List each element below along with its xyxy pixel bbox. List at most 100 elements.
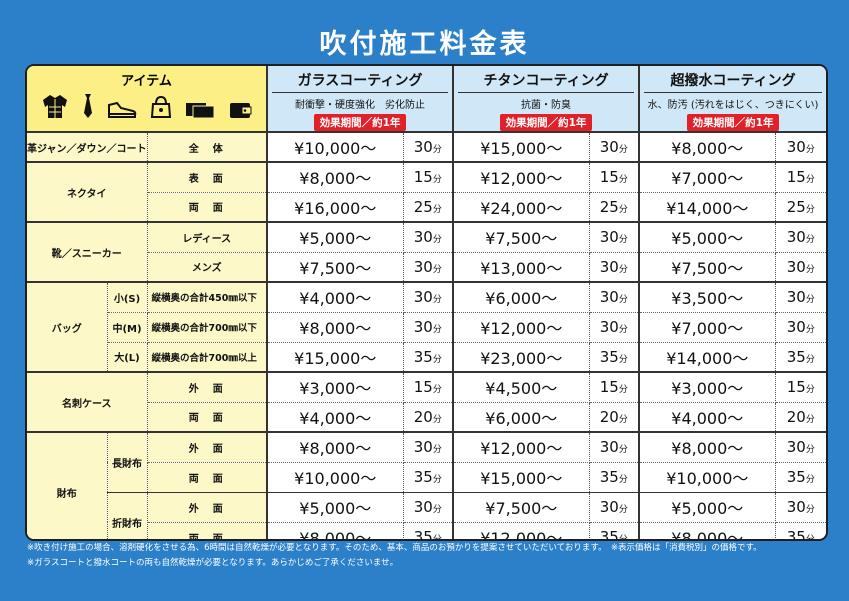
item-header-cell: アイテム: [27, 66, 269, 133]
duration: 35分: [589, 462, 641, 492]
effect-period-badge: 効果期間／約1年: [313, 114, 407, 130]
table-row: 大(L) 縦横奥の合計700㎜以上 ¥15,000〜 35分 ¥23,000〜 …: [27, 342, 826, 373]
duration: 30分: [775, 312, 826, 343]
price: ¥4,000〜: [267, 282, 404, 313]
duration: 30分: [775, 222, 826, 253]
jacket-icon: [41, 93, 69, 119]
duration: 30分: [589, 282, 641, 313]
duration: 30分: [775, 132, 826, 163]
duration: 35分: [589, 522, 641, 539]
duration: 35分: [589, 342, 641, 373]
price: ¥6,000〜: [453, 402, 590, 433]
price: ¥6,000〜: [453, 282, 590, 313]
table-row: 両 面 ¥8,000〜 35分 ¥12,000〜 35分 ¥8,000〜 35分: [27, 522, 826, 541]
price: ¥5,000〜: [267, 492, 404, 523]
duration: 30分: [403, 252, 455, 283]
price: ¥15,000〜: [453, 132, 590, 163]
duration: 30分: [589, 312, 641, 343]
price: ¥5,000〜: [267, 222, 404, 253]
duration: 25分: [589, 192, 641, 223]
price: ¥13,000〜: [453, 252, 590, 283]
duration: 30分: [403, 492, 455, 523]
price: ¥14,000〜: [639, 192, 776, 223]
table-row: 中(M) 縦横奥の合計700㎜以下 ¥8,000〜 30分 ¥12,000〜 3…: [27, 312, 826, 343]
price: ¥7,500〜: [639, 252, 776, 283]
price: ¥12,000〜: [453, 522, 590, 539]
price: ¥8,000〜: [267, 522, 404, 539]
price-table: アイテム: [27, 66, 826, 541]
table-row: 両 面 ¥4,000〜 20分 ¥6,000〜 20分 ¥4,000〜 20分: [27, 402, 826, 433]
price: ¥12,000〜: [453, 432, 590, 463]
price: ¥3,000〜: [267, 372, 404, 403]
duration: 30分: [589, 132, 641, 163]
duration: 35分: [786, 528, 815, 541]
duration: 35分: [403, 342, 455, 373]
duration: 25分: [403, 192, 455, 223]
price: ¥8,000〜: [639, 132, 776, 163]
duration: 35分: [403, 462, 455, 492]
price: ¥8,000〜: [267, 432, 404, 463]
effect-period-badge: 効果期間／約1年: [499, 114, 593, 130]
price: ¥5,000〜: [639, 492, 776, 523]
price: ¥10,000〜: [267, 132, 404, 163]
titanium-coating-header: チタンコーティング 抗菌・防臭 効果期間／約1年: [452, 66, 640, 133]
price: ¥4,000〜: [639, 402, 776, 433]
price: ¥7,500〜: [267, 252, 404, 283]
duration: 30分: [589, 222, 641, 253]
duration: 15分: [589, 162, 641, 193]
duration: 30分: [589, 492, 641, 523]
duration: 30分: [403, 222, 455, 253]
price: ¥8,000〜: [267, 312, 404, 343]
effect-period-badge: 効果期間／約1年: [686, 114, 780, 130]
duration: 35分: [775, 342, 826, 373]
glass-coating-header: ガラスコーティング 耐衝撃・硬度強化 劣化防止 効果期間／約1年: [267, 66, 454, 133]
table-row: メンズ ¥7,500〜 30分 ¥13,000〜 30分 ¥7,500〜 30分: [27, 252, 826, 283]
duration: 30分: [589, 252, 641, 283]
duration: 20分: [403, 402, 455, 433]
price-table-card: アイテム: [25, 64, 828, 541]
card-case-icon: [185, 101, 215, 119]
item-header-title: アイテム: [121, 74, 172, 89]
price: ¥7,500〜: [453, 222, 590, 253]
table-row: 財布 長財布 外 面 ¥8,000〜 30分 ¥12,000〜 30分 ¥8,0…: [27, 432, 826, 539]
price: ¥8,000〜: [639, 522, 776, 539]
price: ¥10,000〜: [639, 462, 776, 492]
duration: 15分: [589, 372, 641, 403]
table-row: 革ジャン／ダウン／コート 全 体 ¥10,000〜 30分 ¥15,000〜 3…: [27, 132, 826, 163]
necktie-icon: [82, 93, 94, 119]
duration: 35分: [403, 522, 455, 539]
price: ¥12,000〜: [453, 162, 590, 193]
duration: 15分: [775, 372, 826, 403]
price: ¥10,000〜: [267, 462, 404, 492]
duration: 15分: [775, 162, 826, 193]
duration: 30分: [775, 282, 826, 313]
wallet-icon: [228, 99, 252, 119]
price: ¥7,000〜: [639, 162, 776, 193]
table-row: 両 面 ¥10,000〜 35分 ¥15,000〜 35分 ¥10,000〜 3…: [27, 462, 826, 492]
duration: 25分: [775, 192, 826, 223]
price: ¥7,000〜: [639, 312, 776, 343]
duration: 30分: [775, 252, 826, 283]
duration: 30分: [403, 312, 455, 343]
price: ¥4,000〜: [267, 402, 404, 433]
water-repellent-coating-header: 超撥水コーティング 水、防汚 (汚れをはじく、つきにくい) 効果期間／約1年: [638, 66, 826, 133]
duration: 15分: [403, 372, 455, 403]
duration: 30分: [403, 132, 455, 163]
price: ¥23,000〜: [453, 342, 590, 373]
page-title: 吹付施工料金表: [319, 29, 530, 60]
duration: 15分: [403, 162, 455, 193]
item-icons: [27, 93, 265, 119]
duration: 20分: [589, 402, 641, 433]
price: ¥5,000〜: [639, 222, 776, 253]
table-row: 折財布 外 面 ¥5,000〜 30分 ¥7,500〜 30分 ¥5,000〜 …: [27, 492, 826, 539]
duration: 30分: [403, 432, 455, 463]
handbag-icon: [150, 95, 172, 119]
price: ¥8,000〜: [639, 432, 776, 463]
table-row: 両 面 ¥16,000〜 25分 ¥24,000〜 25分 ¥14,000〜 2…: [27, 192, 826, 223]
price: ¥12,000〜: [453, 312, 590, 343]
price: ¥16,000〜: [267, 192, 404, 223]
table-row: ネクタイ 表 面 ¥8,000〜 15分 ¥12,000〜 15分 ¥7,000…: [27, 162, 826, 223]
duration: 20分: [775, 402, 826, 433]
price: ¥14,000〜: [639, 342, 776, 373]
table-row: バッグ 小(S) 縦横奥の合計450㎜以下 ¥4,000〜 30分 ¥6,000…: [27, 282, 826, 373]
